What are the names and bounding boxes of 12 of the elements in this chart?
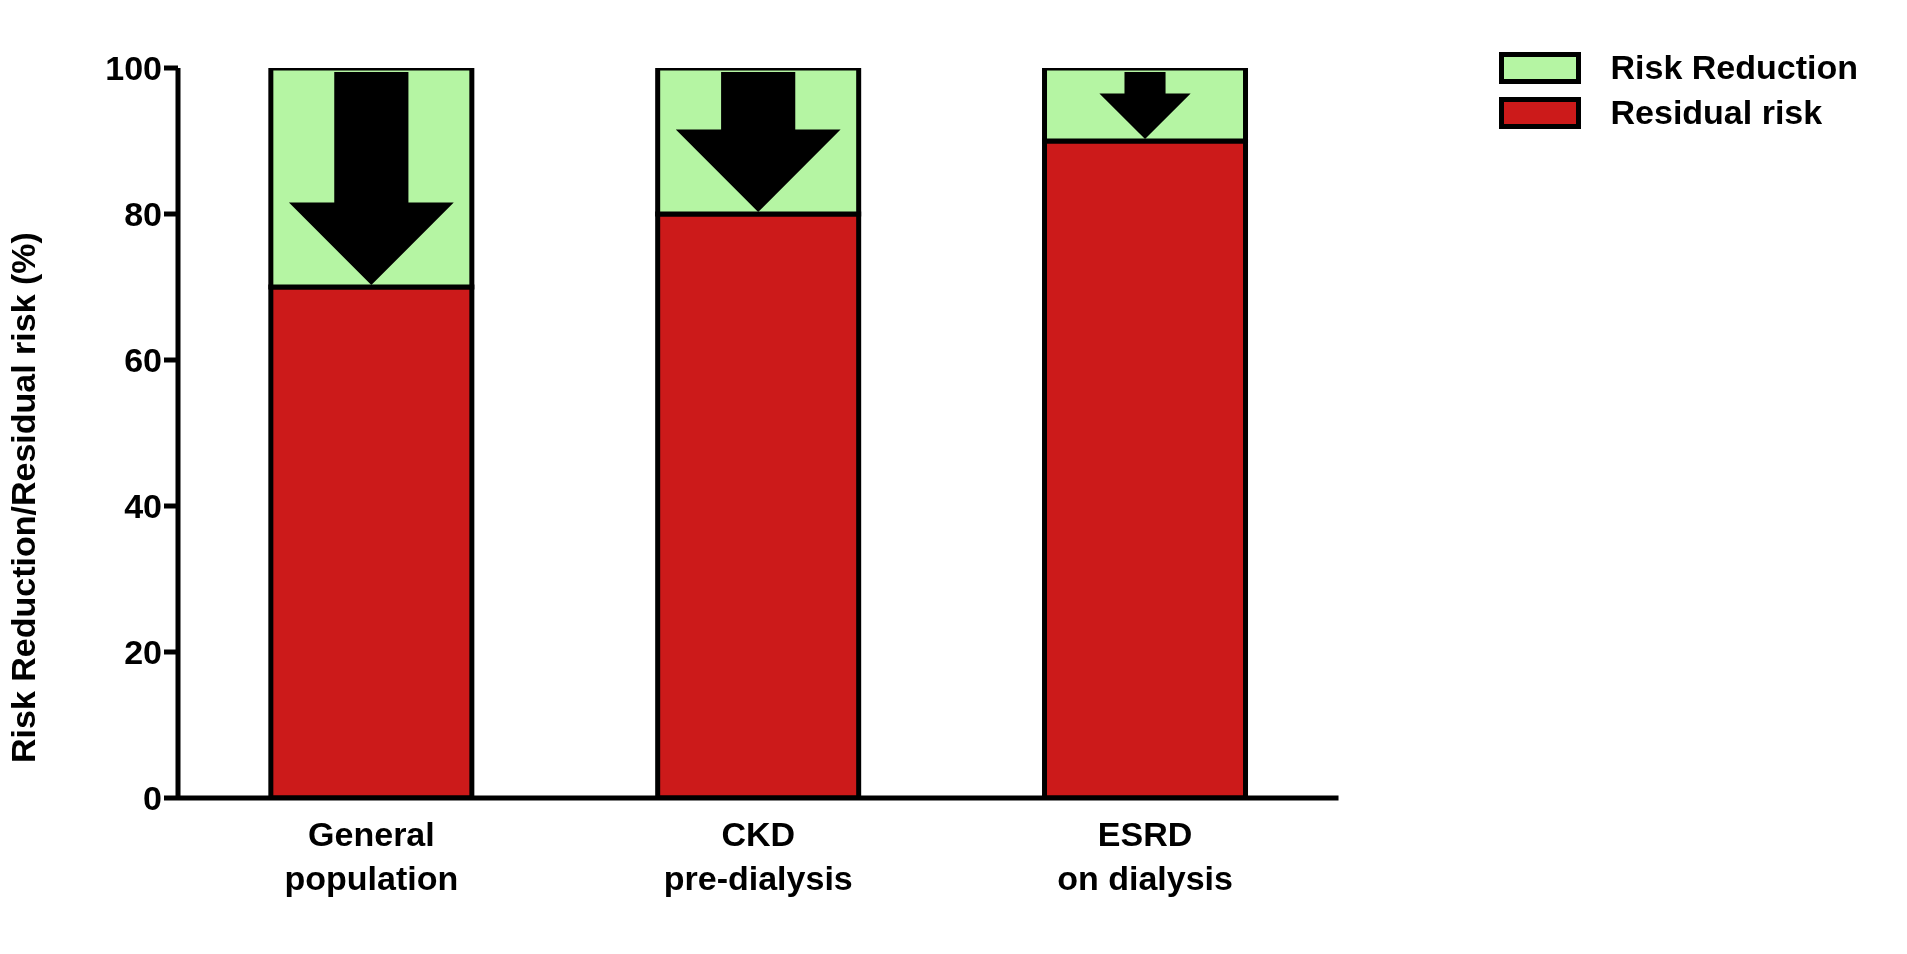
legend-label: Residual risk	[1610, 93, 1823, 132]
y-tick-label: 60	[124, 341, 162, 380]
x-tick-label: ESRD on dialysis	[1057, 815, 1233, 897]
y-axis-title: Risk Reduction/Residual risk (%)	[4, 232, 43, 763]
x-tick-label: CKD pre-dialysis	[663, 815, 853, 897]
y-tick-label: 40	[124, 487, 162, 526]
y-tick-label: 20	[124, 633, 162, 672]
y-tick-label: 80	[124, 195, 162, 234]
x-tick-label: General population	[284, 815, 459, 897]
y-tick-label: 0	[143, 779, 162, 818]
y-tick-label: 100	[105, 49, 162, 88]
legend-label: Risk Reduction	[1610, 48, 1858, 87]
